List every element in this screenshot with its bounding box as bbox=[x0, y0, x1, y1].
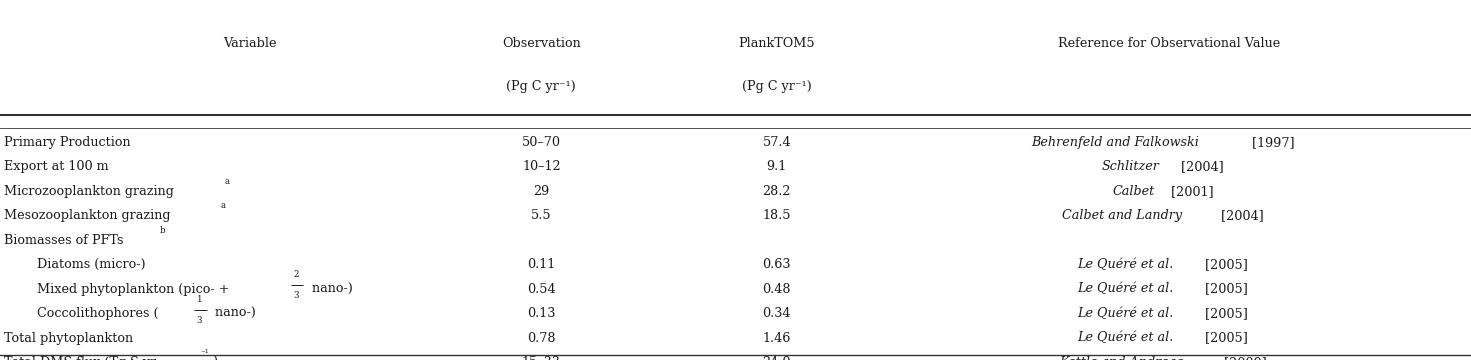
Text: Calbet: Calbet bbox=[1112, 185, 1155, 198]
Text: (Pg C yr⁻¹): (Pg C yr⁻¹) bbox=[741, 80, 812, 93]
Text: Behrenfeld and Falkowski: Behrenfeld and Falkowski bbox=[1031, 136, 1199, 149]
Text: [2005]: [2005] bbox=[1202, 283, 1249, 296]
Text: 9.1: 9.1 bbox=[766, 160, 787, 173]
Text: 2: 2 bbox=[293, 270, 299, 279]
Text: a: a bbox=[221, 201, 225, 210]
Text: ): ) bbox=[212, 356, 216, 360]
Text: [2000]: [2000] bbox=[1219, 356, 1267, 360]
Text: 3: 3 bbox=[197, 315, 202, 325]
Text: Export at 100 m: Export at 100 m bbox=[4, 160, 109, 173]
Text: 0.48: 0.48 bbox=[762, 283, 791, 296]
Text: 57.4: 57.4 bbox=[762, 136, 791, 149]
Text: a: a bbox=[225, 177, 229, 186]
Text: nano-): nano-) bbox=[307, 283, 353, 296]
Text: ⁻¹: ⁻¹ bbox=[200, 349, 209, 358]
Text: b: b bbox=[160, 225, 166, 235]
Text: 3: 3 bbox=[293, 291, 299, 300]
Text: Le Quéré et al.: Le Quéré et al. bbox=[1077, 258, 1174, 271]
Text: 0.34: 0.34 bbox=[762, 307, 791, 320]
Text: [2005]: [2005] bbox=[1202, 258, 1249, 271]
Text: 0.13: 0.13 bbox=[527, 307, 556, 320]
Text: 24.0: 24.0 bbox=[762, 356, 791, 360]
Text: 29: 29 bbox=[533, 185, 550, 198]
Text: Le Quéré et al.: Le Quéré et al. bbox=[1077, 307, 1174, 320]
Text: nano-): nano-) bbox=[212, 307, 256, 320]
Text: Microzooplankton grazing: Microzooplankton grazing bbox=[4, 185, 174, 198]
Text: Mixed phytoplankton (pico- +: Mixed phytoplankton (pico- + bbox=[37, 283, 232, 296]
Text: 15–33: 15–33 bbox=[522, 356, 560, 360]
Text: Primary Production: Primary Production bbox=[4, 136, 131, 149]
Text: 1: 1 bbox=[197, 294, 202, 304]
Text: 50–70: 50–70 bbox=[522, 136, 560, 149]
Text: Biomasses of PFTs: Biomasses of PFTs bbox=[4, 234, 124, 247]
Text: 5.5: 5.5 bbox=[531, 209, 552, 222]
Text: [2004]: [2004] bbox=[1177, 160, 1224, 173]
Text: Le Quéré et al.: Le Quéré et al. bbox=[1077, 332, 1174, 345]
Text: 0.78: 0.78 bbox=[527, 332, 556, 345]
Text: Mesozooplankton grazing: Mesozooplankton grazing bbox=[4, 209, 171, 222]
Text: [2005]: [2005] bbox=[1202, 332, 1249, 345]
Text: 18.5: 18.5 bbox=[762, 209, 791, 222]
Text: Le Quéré et al.: Le Quéré et al. bbox=[1077, 283, 1174, 296]
Text: 10–12: 10–12 bbox=[522, 160, 560, 173]
Text: Schlitzer: Schlitzer bbox=[1102, 160, 1159, 173]
Text: ⁻¹: ⁻¹ bbox=[200, 349, 209, 358]
Text: [2004]: [2004] bbox=[1217, 209, 1264, 222]
Text: [2005]: [2005] bbox=[1202, 307, 1249, 320]
Text: Kettle and Andreae: Kettle and Andreae bbox=[1059, 356, 1184, 360]
Text: (Pg C yr⁻¹): (Pg C yr⁻¹) bbox=[506, 80, 577, 93]
Text: [1997]: [1997] bbox=[1247, 136, 1294, 149]
Text: Diatoms (micro-): Diatoms (micro-) bbox=[37, 258, 146, 271]
Text: Variable: Variable bbox=[224, 37, 277, 50]
Text: PlankTOM5: PlankTOM5 bbox=[738, 37, 815, 50]
Text: Observation: Observation bbox=[502, 37, 581, 50]
Text: 1.46: 1.46 bbox=[762, 332, 791, 345]
Text: Coccolithophores (: Coccolithophores ( bbox=[37, 307, 159, 320]
Text: 0.11: 0.11 bbox=[527, 258, 556, 271]
Text: [2001]: [2001] bbox=[1167, 185, 1214, 198]
Text: 28.2: 28.2 bbox=[762, 185, 791, 198]
Text: 0.63: 0.63 bbox=[762, 258, 791, 271]
Text: Calbet and Landry: Calbet and Landry bbox=[1062, 209, 1181, 222]
Text: Total phytoplankton: Total phytoplankton bbox=[4, 332, 134, 345]
Text: Reference for Observational Value: Reference for Observational Value bbox=[1058, 37, 1281, 50]
Text: Microzooplankton grazing: Microzooplankton grazing bbox=[4, 185, 174, 198]
Text: Mesozooplankton grazing: Mesozooplankton grazing bbox=[4, 209, 171, 222]
Text: Total DMS flux (Tg S yr: Total DMS flux (Tg S yr bbox=[4, 356, 156, 360]
Text: Biomasses of PFTs: Biomasses of PFTs bbox=[4, 234, 124, 247]
Text: 0.54: 0.54 bbox=[527, 283, 556, 296]
